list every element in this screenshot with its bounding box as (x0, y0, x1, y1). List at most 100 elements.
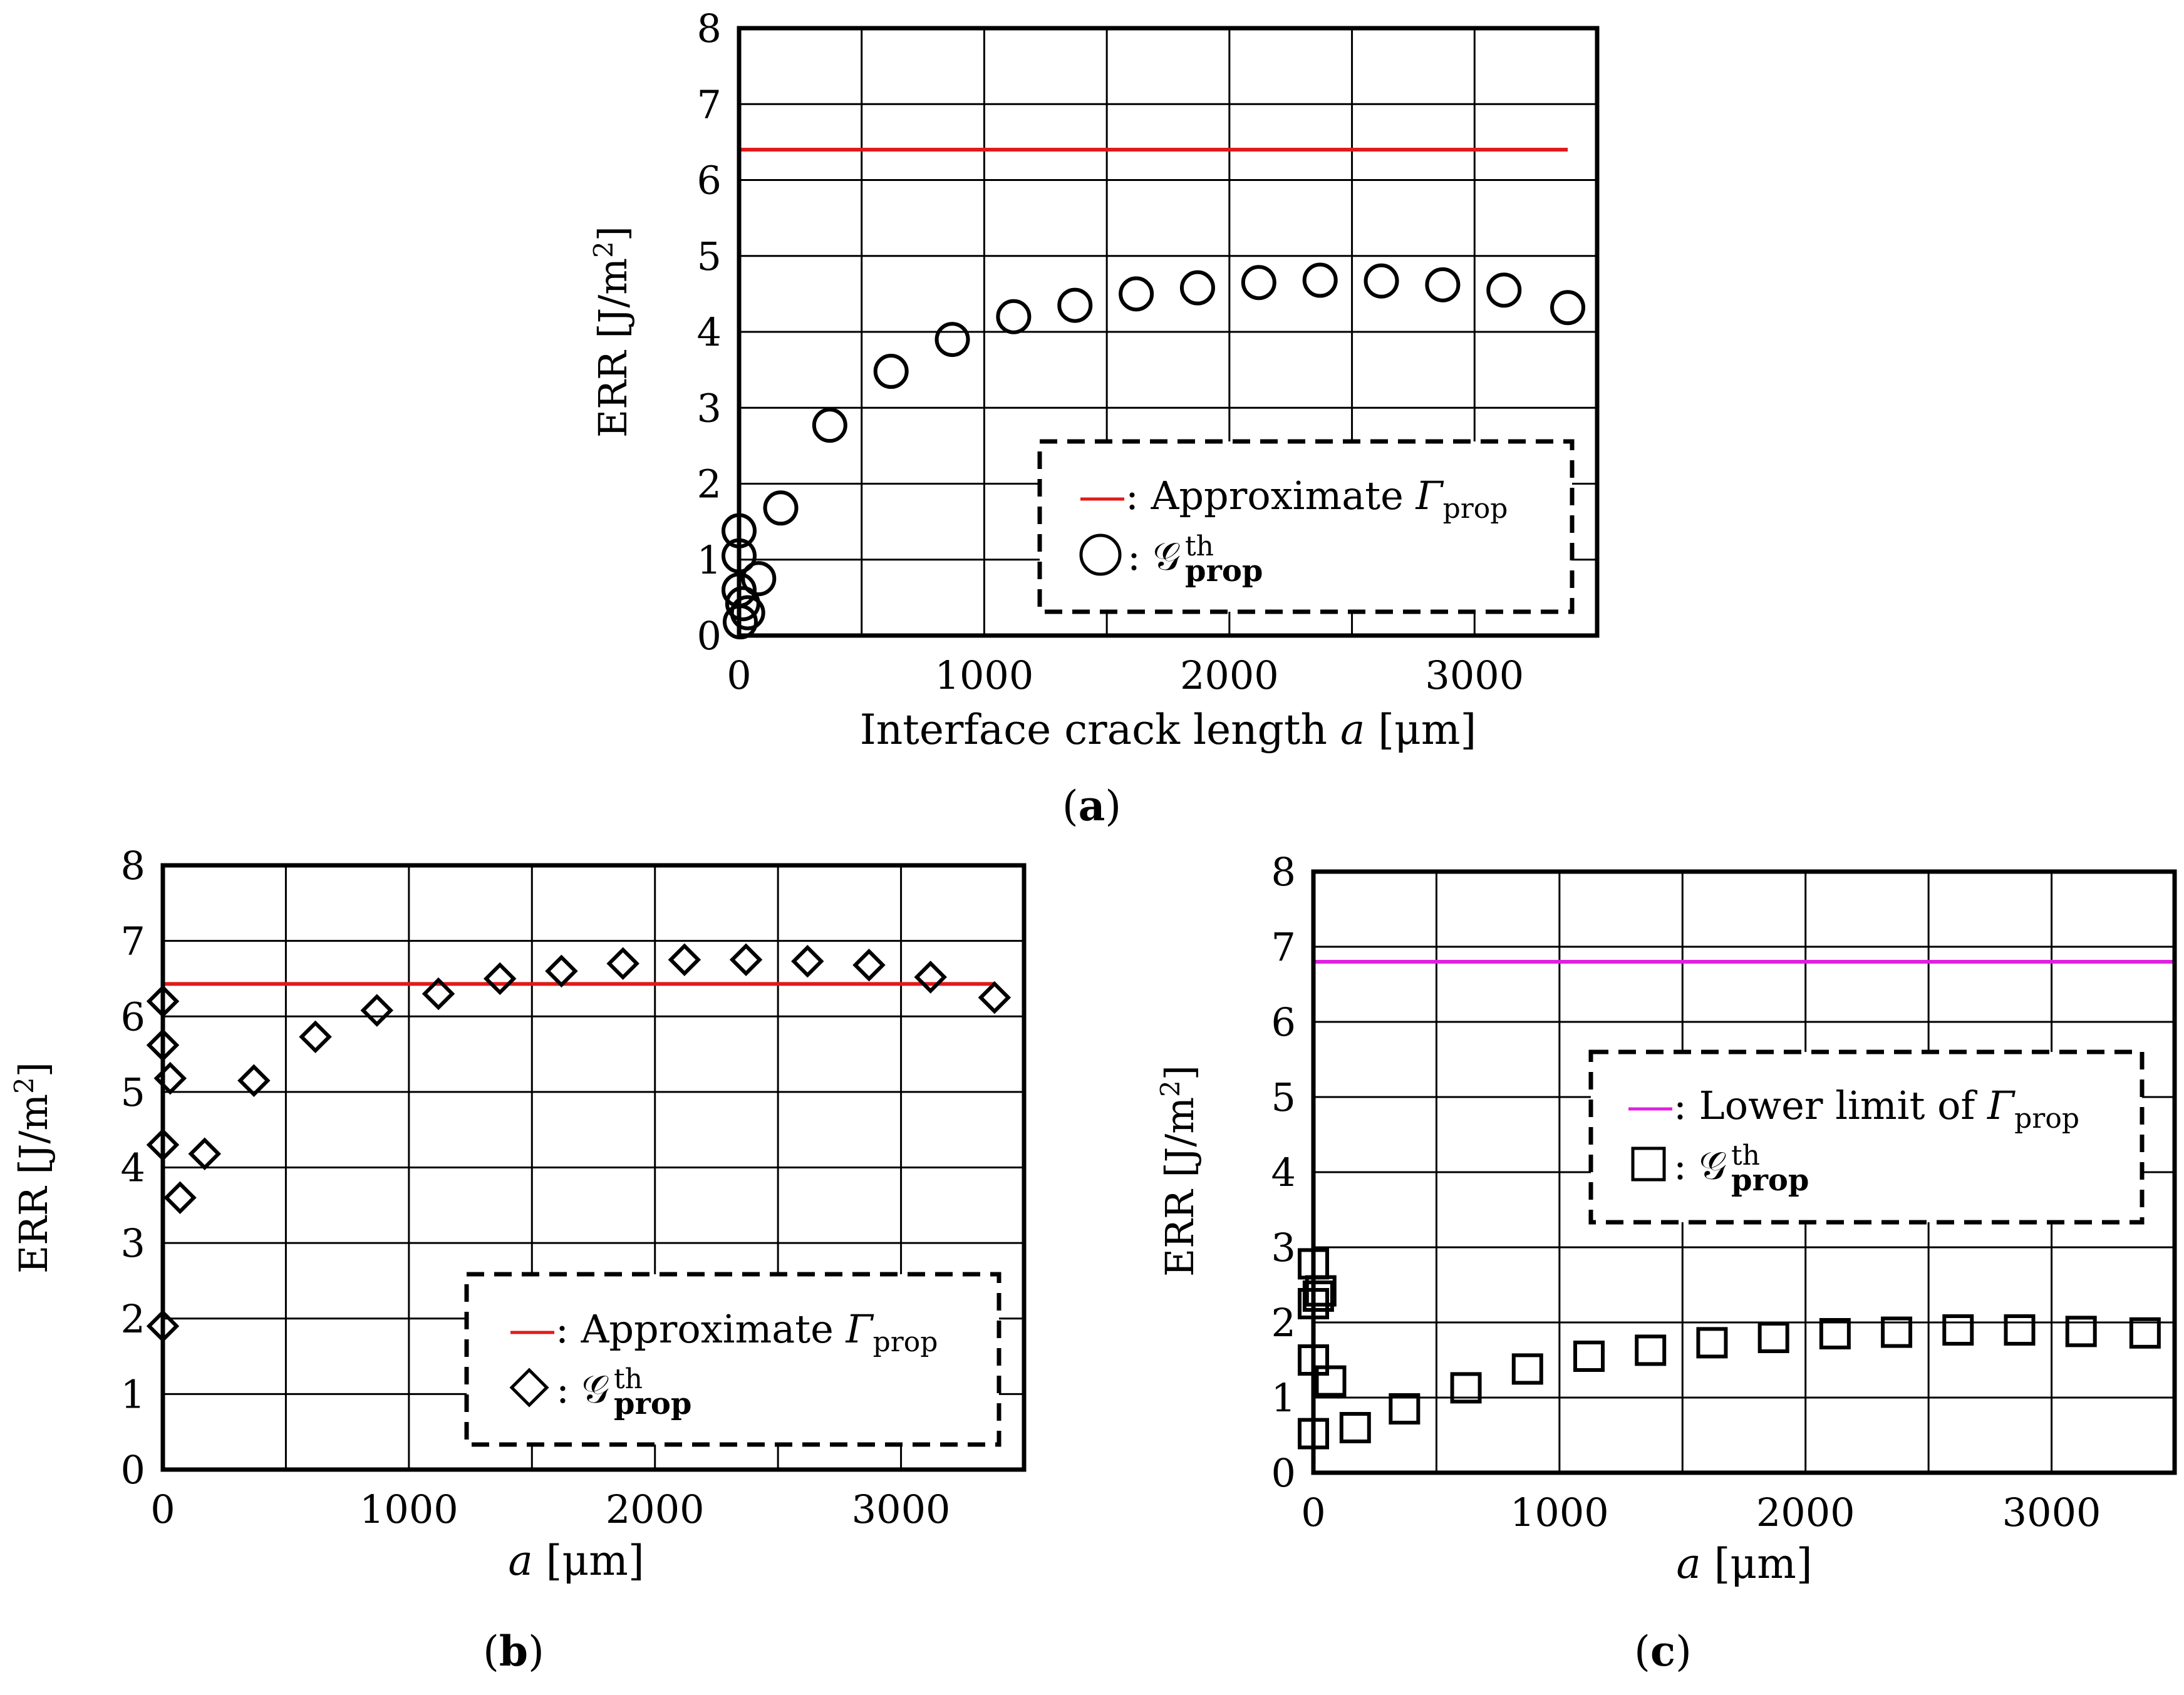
panel-a-data-point (1057, 287, 1093, 323)
panel-a-legend-gamma: Γ (1415, 473, 1444, 518)
panel-b-data-point (237, 1064, 271, 1098)
panel-c-y-label-end: ] (1157, 1065, 1203, 1080)
panel-a-y-tick-label: 0 (697, 613, 722, 659)
svg-text:: Lower limit of Γprop: : Lower limit of Γprop (1674, 1083, 2079, 1135)
panel-b-data-point (483, 962, 517, 996)
panel-b-y-tick-label: 6 (121, 994, 145, 1039)
panel-a-legend-g-sup: th (1185, 530, 1214, 562)
panel-c-tick-labels: 0 1 2 3 4 5 6 7 8 0 1000 2000 3000 (1271, 849, 2101, 1535)
panel-c-y-tick-label: 2 (1271, 1300, 1296, 1346)
panel-a-y-tick-label: 8 (697, 6, 722, 51)
panel-c-y-tick-label: 8 (1271, 849, 1296, 895)
panel-a-legend-circle-swatch (1079, 533, 1122, 576)
panel-b-data-point (978, 981, 1012, 1014)
panel-a-data-point (1119, 276, 1154, 312)
panel-c: 0 1 2 3 4 5 6 7 8 0 1000 2000 3000 : Lower limit of … (1155, 849, 2177, 1676)
panel-b-y-tick-label: 4 (121, 1145, 145, 1191)
panel-a-legend-g-sub: prop (1185, 554, 1263, 589)
panel-b-y-tick-label: 8 (121, 843, 145, 889)
panel-c-data-point (1302, 1280, 1334, 1312)
panel-a-x-tick-label: 1000 (935, 652, 1034, 698)
panel-b-plot-border (160, 863, 1027, 1472)
panel-a-y-tick-label: 7 (697, 81, 722, 127)
panel-b-y-tick-label: 0 (121, 1447, 145, 1493)
panel-a-y-tick-label: 4 (697, 309, 722, 355)
panel-b-y-tick-label: 2 (121, 1296, 145, 1342)
panel-b-data-point (914, 961, 947, 994)
panel-b-legend-g-symbol: 𝒢 (582, 1366, 609, 1412)
panel-c-x-tick-label: 2000 (1756, 1490, 1855, 1535)
panel-c-x-tick-label: 3000 (2002, 1490, 2101, 1535)
panel-a-legend-gamma-sub: prop (1443, 493, 1508, 525)
panel-c-data-point (1881, 1316, 1913, 1348)
panel-a-data-point (730, 595, 765, 631)
panel-a-data-point (1425, 267, 1461, 302)
panel-a-plot-border (737, 26, 1600, 638)
panel-b-y-tick-label: 1 (121, 1371, 145, 1417)
panel-c-data-point (1942, 1314, 1974, 1346)
svg-text:: 𝒢: : 𝒢 (1674, 1143, 1727, 1188)
panel-c-data-point (1339, 1412, 1371, 1443)
panel-c-legend-g-symbol: 𝒢 (1699, 1143, 1727, 1188)
panel-a-data-point (1241, 265, 1276, 301)
panel-c-data-point (1819, 1318, 1851, 1349)
panel-b-legend-gamma-sub: prop (873, 1326, 938, 1358)
panel-a-legend-line-label: : Approximate (1126, 473, 1416, 518)
panel-c-data-point (1635, 1334, 1667, 1366)
panel-a-data-point (873, 354, 909, 389)
panel-a-legend-marker-prefix: : (1127, 533, 1153, 579)
panel-b-x-axis-label: a [μm] (508, 1537, 644, 1585)
svg-text:: Approximate Γprop: : Approximate Γprop (1126, 473, 1508, 525)
panel-b-legend: : Approximate Γprop : 𝒢 th prop (464, 1272, 1001, 1447)
panel-c-data-point (1305, 1275, 1337, 1307)
panel-a-data-point (812, 408, 847, 443)
panel-b-data-point (668, 943, 701, 977)
panel-b-y-tick-label: 7 (121, 919, 145, 964)
panel-a-y-label-main: ERR [J/m (590, 258, 636, 438)
panel-b-legend-box (464, 1272, 1001, 1447)
panel-b-data-point (299, 1020, 332, 1054)
panel-c-y-tick-label: 6 (1271, 999, 1296, 1045)
panel-c-y-tick-label: 3 (1271, 1225, 1296, 1270)
panel-a-data-point (1302, 262, 1338, 298)
panel-b-y-label-end: ] (11, 1062, 56, 1077)
panel-c-legend-marker-prefix: : (1674, 1143, 1699, 1188)
panel-a-y-tick-label: 6 (697, 158, 722, 204)
panel-a-grid (739, 28, 1597, 636)
panel-c-y-label-sup: 2 (1155, 1080, 1186, 1097)
panel-b-y-label-main: ERR [J/m (11, 1094, 56, 1274)
panel-a-data-point (1179, 270, 1215, 306)
panel-b-legend-marker-prefix: : (556, 1366, 582, 1412)
panel-b-x-tick-label: 2000 (606, 1486, 705, 1532)
panel-c-y-tick-label: 7 (1271, 924, 1296, 970)
panel-a-y-label-sup: 2 (588, 241, 619, 258)
panel-c-data-point (1450, 1372, 1482, 1404)
panel-a-legend-g-symbol: 𝒢 (1153, 533, 1181, 579)
panel-b-y-label-sup: 2 (9, 1077, 39, 1094)
panel-a: 0 1 2 3 4 5 6 7 8 0 1000 2000 3000 : Approximate Γpr… (588, 6, 1600, 830)
panel-b-data-point (163, 1181, 197, 1214)
panel-a-caption: (a) (1062, 781, 1121, 830)
panel-b-x-tick-label: 1000 (360, 1486, 458, 1532)
panel-a-y-tick-label: 2 (697, 461, 722, 507)
panel-c-y-tick-label: 0 (1271, 1450, 1296, 1496)
panel-a-y-tick-label: 1 (697, 537, 722, 583)
panel-c-legend-line-label: : Lower limit of (1674, 1083, 1987, 1128)
panel-c-data-point (1573, 1341, 1605, 1372)
panel-c-data-point (2065, 1316, 2097, 1347)
panel-c-data-point (2129, 1317, 2161, 1349)
panel-b-y-axis-label: ERR [J/m2] (9, 1062, 56, 1274)
panel-c-legend-gamma: Γ (1987, 1083, 2016, 1128)
panel-b: 0 1 2 3 4 5 6 7 8 0 1000 2000 3000 : Approximate Γpr… (9, 843, 1027, 1676)
panel-a-y-label-end: ] (590, 226, 636, 241)
panel-c-data-point (1315, 1365, 1347, 1397)
panel-a-x-tick-label: 3000 (1425, 652, 1524, 698)
panel-c-caption-letter: c (1650, 1627, 1675, 1676)
panel-b-x-label-var: a (508, 1537, 532, 1585)
panel-c-data-point (1696, 1327, 1728, 1359)
panel-b-y-tick-label: 5 (121, 1069, 145, 1115)
panel-b-legend-g-sub: prop (614, 1386, 691, 1421)
svg-text:: Approximate Γprop: : Approximate Γprop (556, 1306, 938, 1358)
panel-b-legend-diamond-swatch (509, 1368, 549, 1408)
panel-b-y-tick-label: 3 (121, 1220, 145, 1266)
